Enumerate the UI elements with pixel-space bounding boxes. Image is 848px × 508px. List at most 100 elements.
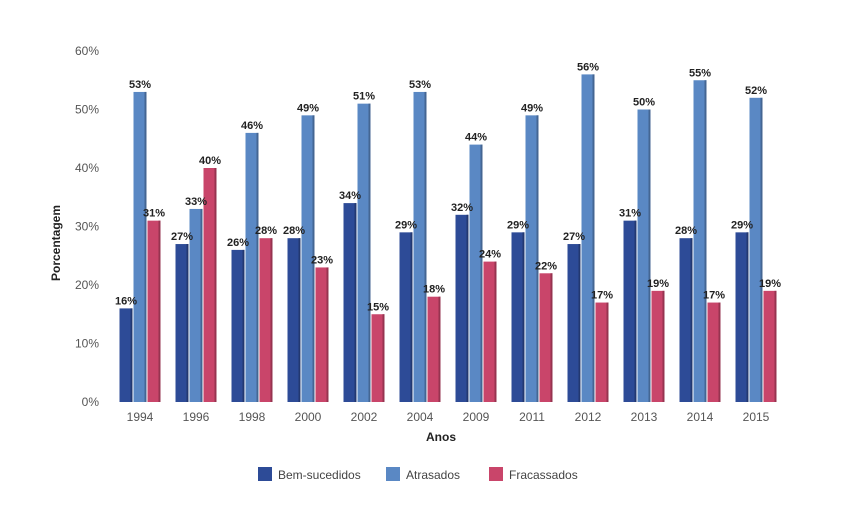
x-tick-label: 2011	[519, 410, 545, 424]
y-tick-label: 20%	[75, 278, 99, 292]
bar-shade	[774, 290, 777, 402]
x-tick-label: 2000	[295, 410, 322, 424]
bar-shade	[536, 115, 539, 402]
legend: Bem-sucedidos Atrasados Fracassados	[258, 467, 578, 482]
bar-shade	[186, 244, 189, 402]
data-label: 31%	[619, 208, 641, 220]
legend-label: Bem-sucedidos	[278, 468, 361, 482]
bar-atrasados-2015	[749, 97, 763, 403]
bar-bem-sucedidos-2015	[735, 232, 749, 402]
bar-fracassados-2015	[763, 290, 777, 402]
bar-atrasados-1998	[245, 132, 259, 402]
data-label: 49%	[297, 102, 319, 114]
legend-label: Fracassados	[509, 468, 578, 482]
bar-shade	[466, 214, 469, 402]
data-label: 19%	[647, 278, 669, 290]
bar-shade	[438, 296, 441, 402]
data-label: 28%	[255, 225, 277, 237]
bar-shade	[270, 238, 273, 402]
bar-shade	[214, 168, 217, 402]
bar-atrasados-2013	[637, 109, 651, 402]
y-tick-label: 30%	[75, 220, 99, 234]
bar-shade	[242, 249, 245, 402]
bar-shade	[410, 232, 413, 402]
bar-shade	[326, 267, 329, 402]
bar-fracassados-2012	[595, 302, 609, 402]
bar-shade	[494, 261, 497, 402]
bar-shade	[368, 103, 371, 403]
data-labels-group: 16% 53% 31% 27% 33% 40% 26% 46% 28% 28% 49% 23% 34% 5…	[115, 61, 781, 313]
bar-bem-sucedidos-2009	[455, 214, 469, 402]
x-tick-label: 2002	[351, 410, 378, 424]
x-tick-label: 2009	[463, 410, 490, 424]
data-label: 19%	[759, 278, 781, 290]
data-label: 28%	[283, 225, 305, 237]
bar-atrasados-2012	[581, 74, 595, 403]
data-label: 22%	[535, 260, 557, 272]
data-label: 52%	[745, 85, 767, 97]
bar-atrasados-2009	[469, 144, 483, 402]
bar-shade	[298, 238, 301, 402]
bar-fracassados-1996	[203, 168, 217, 402]
bar-bem-sucedidos-2002	[343, 203, 357, 402]
y-tick-label: 0%	[82, 395, 100, 409]
data-label: 26%	[227, 237, 249, 249]
bar-shade	[200, 208, 203, 402]
data-label: 44%	[465, 132, 487, 144]
bar-shade	[522, 232, 525, 402]
bar-shade	[718, 302, 721, 402]
x-tick-label: 1996	[183, 410, 210, 424]
bar-atrasados-2002	[357, 103, 371, 403]
data-label: 56%	[577, 61, 599, 73]
bar-shade	[634, 220, 637, 402]
bar-shade	[424, 91, 427, 402]
x-axis-ticks: 1994 1996 1998 2000 2002 2004 2009 2011 2012 2013…	[127, 410, 770, 424]
x-tick-label: 2014	[687, 410, 714, 424]
bar-shade	[158, 220, 161, 402]
bar-fracassados-2004	[427, 296, 441, 402]
data-label: 51%	[353, 91, 375, 103]
y-axis-ticks: 0% 10% 20% 30% 40% 50% 60%	[75, 44, 99, 409]
data-label: 40%	[199, 155, 221, 167]
data-label: 53%	[129, 79, 151, 91]
bar-fracassados-2013	[651, 290, 665, 402]
x-tick-label: 2012	[575, 410, 602, 424]
data-label: 31%	[143, 208, 165, 220]
data-label: 49%	[521, 102, 543, 114]
x-tick-label: 2015	[743, 410, 770, 424]
legend-swatch	[489, 467, 503, 481]
x-tick-label: 2013	[631, 410, 658, 424]
bar-shade	[144, 91, 147, 402]
bar-atrasados-1994	[133, 91, 147, 402]
bar-shade	[382, 314, 385, 402]
data-label: 15%	[367, 301, 389, 313]
bar-shade	[746, 232, 749, 402]
data-label: 33%	[185, 196, 207, 208]
y-tick-label: 50%	[75, 103, 99, 117]
y-tick-label: 60%	[75, 44, 99, 58]
bar-fracassados-1994	[147, 220, 161, 402]
x-axis-title: Anos	[426, 430, 456, 444]
bar-atrasados-2011	[525, 115, 539, 402]
bars-group	[119, 74, 777, 403]
data-label: 46%	[241, 120, 263, 132]
data-label: 24%	[479, 249, 501, 261]
bar-shade	[606, 302, 609, 402]
data-label: 29%	[395, 219, 417, 231]
data-label: 27%	[171, 231, 193, 243]
bar-shade	[578, 244, 581, 402]
bar-shade	[592, 74, 595, 403]
bar-shade	[648, 109, 651, 402]
y-tick-label: 10%	[75, 337, 99, 351]
x-tick-label: 1994	[127, 410, 154, 424]
data-label: 28%	[675, 225, 697, 237]
bar-bem-sucedidos-1994	[119, 308, 133, 402]
bar-bem-sucedidos-2004	[399, 232, 413, 402]
data-label: 32%	[451, 202, 473, 214]
bar-shade	[130, 308, 133, 402]
bar-atrasados-2014	[693, 80, 707, 402]
y-tick-label: 40%	[75, 161, 99, 175]
data-label: 50%	[633, 97, 655, 109]
